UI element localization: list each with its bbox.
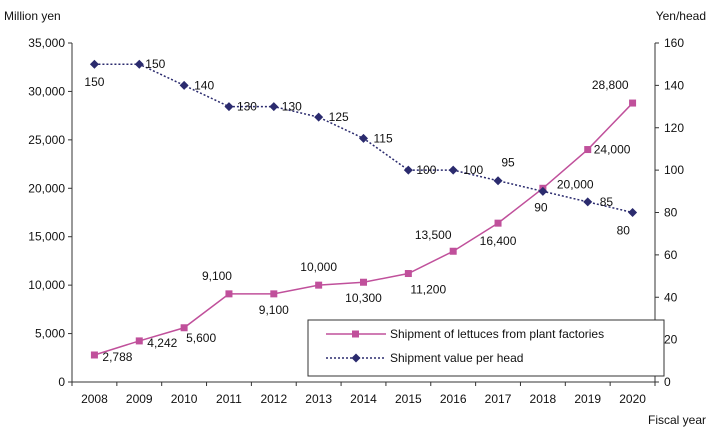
x-tick-label: 2012 xyxy=(260,392,287,406)
lettuce-data-label: 16,400 xyxy=(480,234,517,248)
value-per-head-data-label: 95 xyxy=(501,156,515,170)
y-right-tick-label: 120 xyxy=(664,121,684,135)
lettuce-point xyxy=(135,337,143,345)
x-tick-label: 2020 xyxy=(619,392,646,406)
lettuce-point xyxy=(494,219,502,227)
lettuce-point xyxy=(90,351,98,359)
lettuce-point xyxy=(315,281,323,289)
x-tick-label: 2011 xyxy=(216,392,242,406)
lettuce-data-label: 9,100 xyxy=(202,269,232,283)
value-per-head-point xyxy=(179,80,189,90)
value-per-head-point xyxy=(448,165,458,175)
legend-marker-lettuce xyxy=(352,330,359,338)
value-per-head-data-label: 140 xyxy=(194,78,214,92)
lettuce-data-label: 20,000 xyxy=(557,177,594,191)
y-right-tick-label: 140 xyxy=(664,78,684,92)
y-left-tick-label: 5,000 xyxy=(35,327,65,341)
y-right-tick-label: 60 xyxy=(664,248,678,262)
value-per-head-data-label: 85 xyxy=(600,195,614,209)
y-right-tick-label: 40 xyxy=(664,290,678,304)
x-tick-label: 2014 xyxy=(350,392,377,406)
y-left-tick-label: 30,000 xyxy=(28,84,65,98)
x-tick-label: 2008 xyxy=(81,392,108,406)
series-lines xyxy=(94,63,634,356)
value-per-head-point xyxy=(224,102,234,112)
lettuce-data-label: 13,500 xyxy=(415,228,452,242)
legend-label-value: Shipment value per head xyxy=(390,351,523,365)
legend: Shipment of lettuces from plant factorie… xyxy=(307,319,665,377)
lettuce-data-label: 11,200 xyxy=(410,283,446,297)
y-left-tick-label: 35,000 xyxy=(28,36,65,50)
data-labels: 2,788 4,242 5,600 9,100 9,100 10,000 10,300 11,… xyxy=(84,57,630,364)
lettuce-data-label: 2,788 xyxy=(102,350,132,364)
x-tick-label: 2019 xyxy=(574,392,601,406)
x-tick-label: 2016 xyxy=(440,392,467,406)
value-per-head-point xyxy=(538,186,548,196)
x-tick-label: 2009 xyxy=(126,392,153,406)
y-left-tick-label: 20,000 xyxy=(28,181,65,195)
lettuce-data-label: 24,000 xyxy=(594,143,631,157)
lettuce-data-label: 9,100 xyxy=(259,303,289,317)
value-per-head-point xyxy=(403,165,413,175)
value-per-head-data-label: 100 xyxy=(416,163,436,177)
y-right-tick-label: 80 xyxy=(664,206,678,220)
value-per-head-point xyxy=(583,197,593,207)
y-left-tick-label: 0 xyxy=(58,375,65,389)
x-axis-title: Fiscal year xyxy=(648,413,706,427)
y-right-tick-label: 20 xyxy=(664,333,678,347)
x-tick-label: 2013 xyxy=(305,392,332,406)
value-per-head-data-label: 130 xyxy=(237,100,257,114)
value-per-head-point xyxy=(493,176,503,186)
value-per-head-data-label: 80 xyxy=(617,224,631,238)
lettuce-data-label: 10,300 xyxy=(345,291,382,305)
x-tick-label: 2010 xyxy=(171,392,198,406)
y-right-tick-label: 0 xyxy=(664,375,671,389)
value-per-head-data-label: 150 xyxy=(84,75,104,89)
lettuce-data-label: 5,600 xyxy=(186,331,216,345)
lettuce-point xyxy=(629,99,637,107)
lettuce-point xyxy=(584,146,592,154)
y-right-axis-title: Yen/head xyxy=(656,9,706,23)
value-per-head-point xyxy=(89,59,99,69)
value-per-head-data-label: 150 xyxy=(145,57,165,71)
lettuce-point xyxy=(270,290,278,298)
value-per-head-point xyxy=(628,208,638,217)
chart-axes: 0 5,000 10,000 15,000 20,000 25,000 30,000 35,0… xyxy=(28,36,684,406)
value-per-head-data-label: 125 xyxy=(329,110,349,124)
lettuce-data-label: 28,800 xyxy=(592,78,629,92)
lettuce-data-label: 10,000 xyxy=(300,260,337,274)
x-tick-label: 2015 xyxy=(395,392,422,406)
lettuce-point xyxy=(225,290,233,298)
y-left-axis-title: Million yen xyxy=(4,9,61,23)
lettuce-point xyxy=(180,324,188,332)
value-per-head-point xyxy=(269,102,279,112)
series-markers xyxy=(89,59,638,359)
lettuce-data-label: 4,242 xyxy=(147,336,177,350)
value-per-head-data-label: 90 xyxy=(534,200,548,214)
legend-marker-value xyxy=(351,353,361,363)
x-tick-label: 2017 xyxy=(485,392,512,406)
lettuce-point xyxy=(404,270,412,278)
value-per-head-data-label: 130 xyxy=(282,100,302,114)
x-tick-label: 2018 xyxy=(530,392,557,406)
value-per-head-data-label: 100 xyxy=(463,163,483,177)
lettuce-point xyxy=(360,278,367,286)
legend-label-lettuce: Shipment of lettuces from plant factorie… xyxy=(390,327,604,341)
value-per-head-data-label: 115 xyxy=(374,131,393,145)
y-right-tick-label: 100 xyxy=(664,163,684,177)
y-right-tick-label: 160 xyxy=(664,36,684,50)
legend-box xyxy=(307,319,665,377)
y-left-tick-label: 25,000 xyxy=(28,133,65,147)
y-left-tick-label: 15,000 xyxy=(28,230,65,244)
value-per-head-point xyxy=(134,59,144,69)
value-per-head-point xyxy=(359,133,368,143)
y-left-tick-label: 10,000 xyxy=(28,278,65,292)
value-per-head-point xyxy=(314,112,324,122)
lettuce-point xyxy=(449,247,457,255)
